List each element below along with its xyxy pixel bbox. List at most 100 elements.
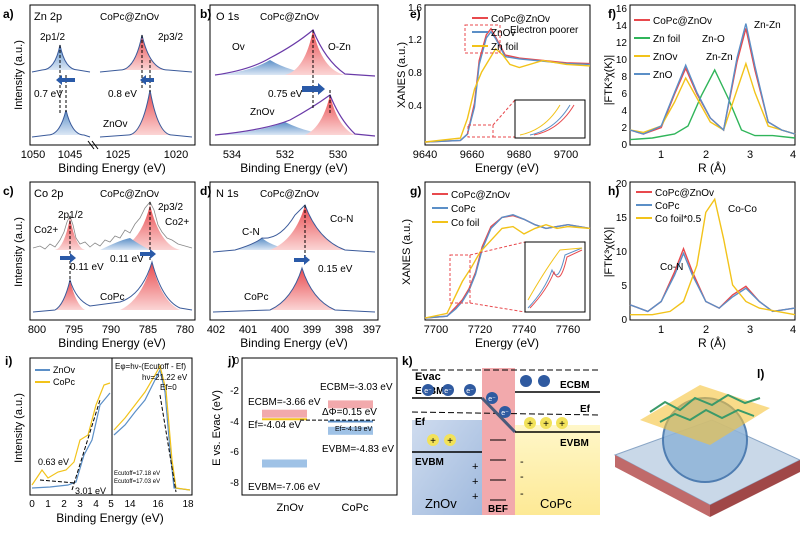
series-line (31, 382, 111, 486)
panel-letter: a) (3, 7, 14, 21)
tick-label: 2 (703, 324, 709, 336)
x-ticks: ZnOv CoPc (277, 502, 369, 514)
electron (442, 384, 454, 396)
tick-label: 397 (363, 324, 381, 336)
tick-label: 3 (747, 149, 753, 161)
tick-label: 14 (616, 21, 628, 32)
tick-label: 9680 (507, 149, 531, 161)
panel-e: e) Electron poorer CoPc@ZnOv ZnOv Zn foi… (396, 3, 591, 175)
tick-label: 5 (108, 499, 114, 510)
tick-label: 400 (271, 324, 289, 336)
electrons: e⁻ e⁻ e⁻ e⁻ e⁻ (422, 375, 550, 418)
tick-label: 15 (616, 213, 628, 224)
peak-fill (215, 122, 330, 135)
hole (540, 417, 552, 429)
label: Ef=-4.04 eV (248, 420, 301, 431)
tick-label: 7720 (468, 324, 492, 336)
x-axis-label: R (Å) (698, 160, 726, 175)
annotation-text: Electron poorer (510, 25, 579, 36)
y-axis-label: |FTK³χ(K)| (603, 55, 615, 106)
tick-label: 10 (616, 55, 628, 66)
panel-letter: e) (410, 7, 421, 21)
series-lines (424, 27, 591, 143)
x-axis-label: Binding Energy (eV) (56, 511, 163, 525)
label: C-N (242, 227, 260, 238)
shift-arrow (56, 75, 75, 85)
panel-letter: c) (3, 184, 14, 198)
legend-label: Co foil (451, 218, 479, 229)
y-axis-label: Intensity (a.u.) (13, 40, 25, 110)
panel-i: i) ZnOv CoPc 0.63 eV 3.01 eV Eφ=hν-(Ecut… (5, 354, 194, 525)
y-ticks: 0 -2 -4 -6 -8 (230, 356, 239, 489)
plot-frame (209, 4, 379, 146)
panel-g: g) CoPc@ZnOv CoPc Co foil 7700 7720 7740… (401, 181, 591, 350)
annotation: Electron poorer (510, 25, 579, 36)
y-ticks: 0 5 10 15 20 (616, 179, 628, 326)
electron (538, 375, 550, 387)
tick-label: 401 (239, 324, 257, 336)
label: CoPc (100, 292, 124, 303)
peak-fill (48, 110, 84, 135)
fit-line (71, 399, 101, 491)
plot-frame (629, 181, 796, 321)
label: 0.7 eV (34, 89, 63, 100)
hole (556, 417, 568, 429)
spectrum-noise (32, 201, 193, 250)
peak-fill (305, 95, 355, 135)
panel-letter: l) (757, 367, 764, 381)
tick-label: 0 (233, 356, 239, 367)
tick-label: 0 (621, 140, 627, 151)
legend-label: CoPc@ZnOv (653, 16, 712, 27)
panel-letter: h) (608, 184, 619, 198)
x-axis-label: Energy (eV) (475, 336, 539, 350)
panel-l: l) (613, 367, 800, 517)
x-axis-label: Binding Energy (eV) (58, 336, 165, 350)
label: 0.75 eV (268, 89, 303, 100)
series-line (629, 23, 796, 135)
label: 2p1/2 (40, 32, 65, 43)
label: Zn-O (702, 34, 725, 45)
zoom-connector (469, 302, 526, 313)
shift-arrow (60, 253, 76, 263)
tick-label: 800 (28, 324, 46, 336)
legend-label: ZnOv (53, 365, 76, 375)
electron (499, 406, 511, 418)
panel-letter: i) (5, 354, 12, 368)
zoom-box (449, 254, 471, 304)
tick-label: 20 (616, 179, 628, 190)
ecbm-label-right: ECBM (560, 380, 589, 391)
znov-slab-side (615, 455, 710, 517)
zoom-box (464, 24, 501, 54)
tick-label: 795 (65, 324, 83, 336)
band-bend (480, 396, 517, 434)
tick-label: 10 (616, 247, 628, 258)
shift-arrow (302, 83, 325, 95)
tick-label: 5 (621, 281, 627, 292)
spectrum-curve (32, 260, 193, 313)
shift-arrow (140, 249, 156, 259)
electron-label: e⁻ (488, 396, 496, 403)
tick-label: 7760 (556, 324, 580, 336)
minus-charge: - (520, 488, 524, 500)
tick-label: 4 (93, 499, 99, 510)
znov-label: ZnOv (425, 496, 457, 511)
label: ΔΦ=0.15 eV (322, 407, 377, 418)
legend-label: Zn foil (653, 34, 680, 45)
tick-label: 3 (747, 324, 753, 336)
panel-k: k) Evac ECBM ECBM Ef Ef EVBM EVBM e⁻ e⁻ … (402, 354, 601, 515)
copc-region (515, 425, 600, 515)
x-ticks: 1050 1045 1025 1020 (21, 149, 188, 161)
label: Co-N (330, 214, 353, 225)
zoom-connector (492, 99, 516, 126)
series-lines (629, 23, 796, 141)
y-axis-label: E vs. Evac (eV) (211, 390, 223, 466)
electron (422, 384, 434, 396)
tick-label: 532 (276, 149, 294, 161)
series-line (113, 364, 191, 491)
label: 0.11 eV (110, 254, 144, 265)
x-axis-label: R (Å) (698, 335, 726, 350)
x-ticks: 1 2 3 4 (658, 149, 796, 161)
label: 0.11 eV (70, 262, 104, 273)
molecule-network (659, 408, 755, 423)
hole-label: + (447, 436, 453, 447)
